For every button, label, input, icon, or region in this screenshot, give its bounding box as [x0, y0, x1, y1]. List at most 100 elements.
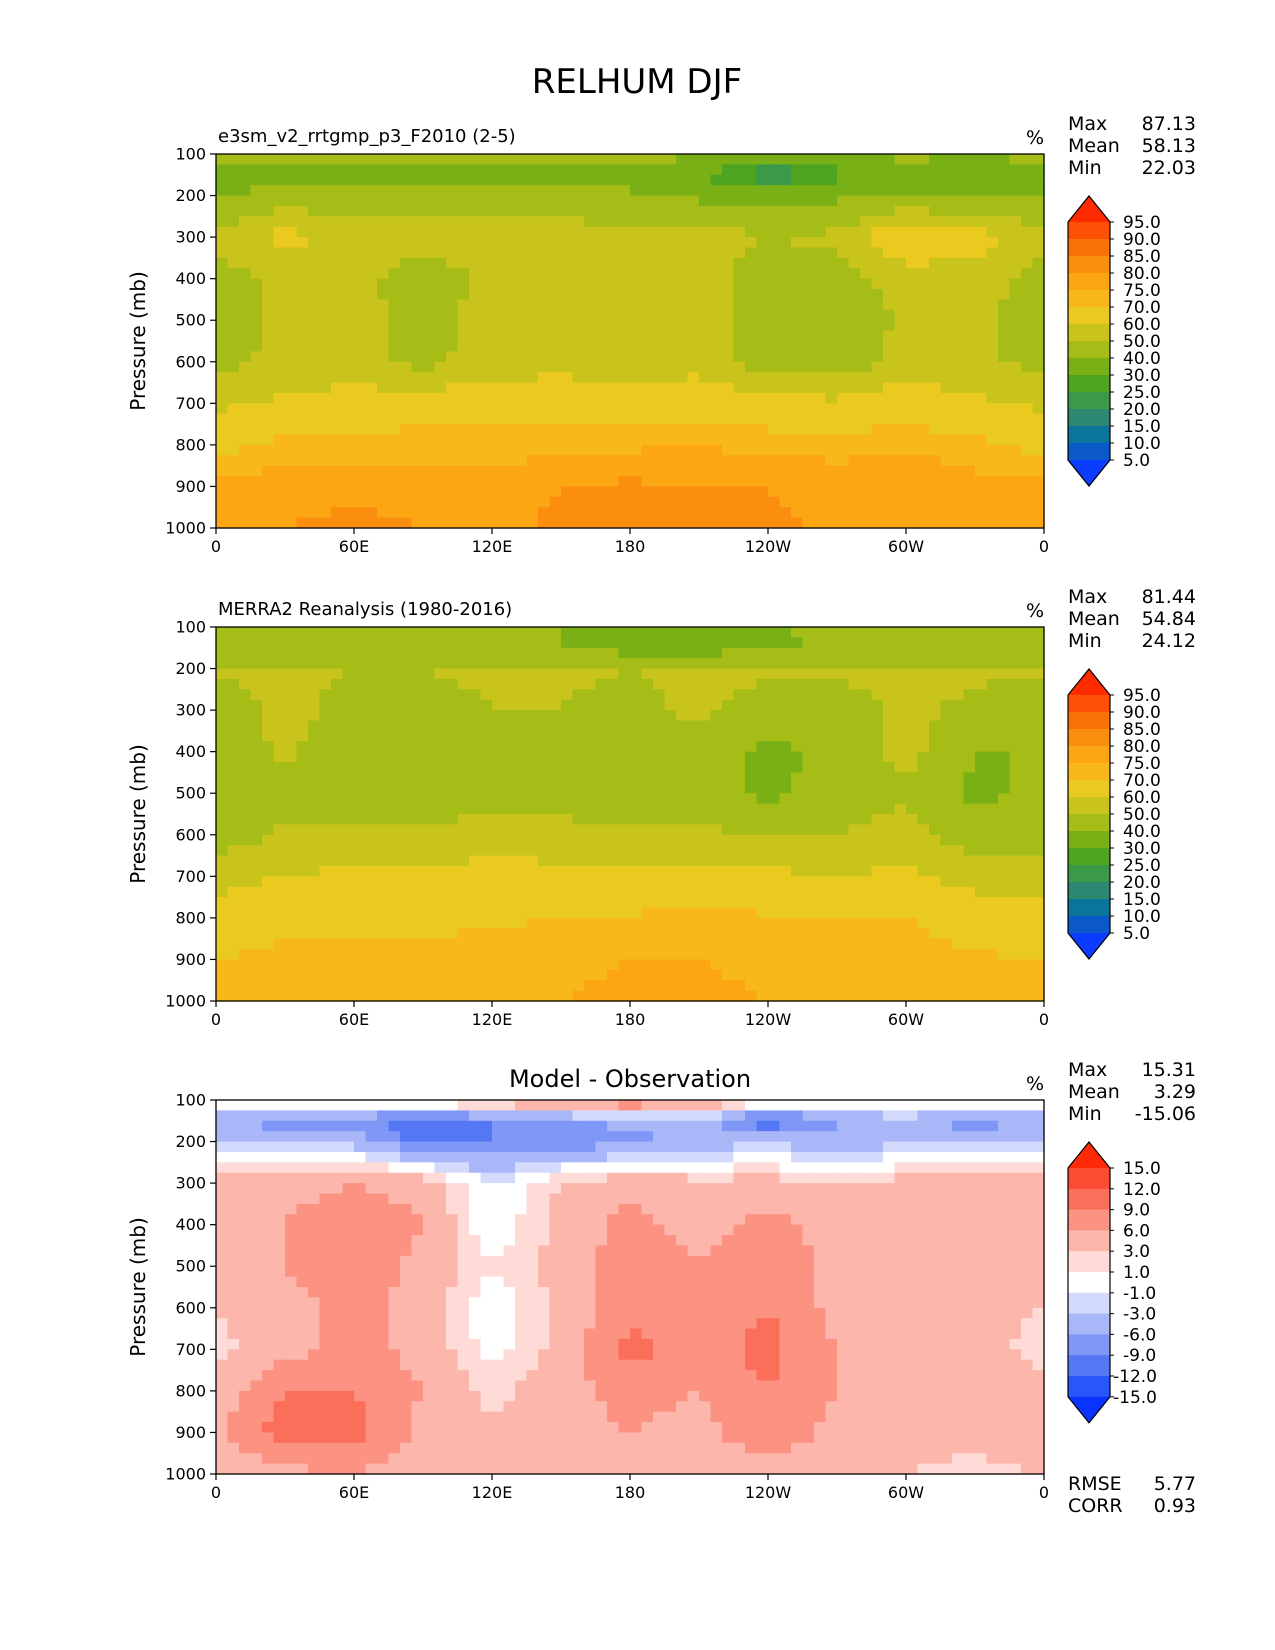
heatmap-cell [1021, 216, 1034, 228]
heatmap-cell [388, 289, 401, 301]
heatmap-cell [710, 455, 723, 467]
heatmap-cell [503, 627, 516, 638]
heatmap-cell [515, 257, 528, 269]
heatmap-cell [917, 886, 930, 898]
heatmap-cell [250, 772, 263, 784]
heatmap-cell [630, 382, 643, 394]
heatmap-cell [595, 351, 608, 363]
heatmap-cell [216, 658, 229, 670]
heatmap-cell [227, 299, 240, 311]
heatmap-cell [687, 834, 700, 846]
heatmap-cell [733, 465, 746, 477]
heatmap-cell [848, 424, 861, 436]
heatmap-cell [676, 865, 689, 877]
heatmap-cell [975, 278, 988, 290]
heatmap-cell [871, 814, 884, 825]
heatmap-cell [595, 678, 608, 690]
heatmap-cell [653, 678, 666, 690]
heatmap-cell [561, 834, 574, 846]
heatmap-cell [239, 174, 252, 186]
heatmap-cell [722, 476, 735, 488]
heatmap-cell [779, 341, 792, 352]
heatmap-cell [641, 917, 654, 929]
heatmap-cell [825, 455, 838, 467]
heatmap-cell [791, 762, 804, 774]
heatmap-cell [561, 772, 574, 784]
heatmap-cell [917, 507, 930, 519]
heatmap-cell [871, 330, 884, 342]
heatmap-cell [457, 741, 470, 753]
heatmap-cell [595, 268, 608, 280]
heatmap-cell [434, 824, 447, 836]
heatmap-cell [676, 751, 689, 763]
heatmap-cell [940, 897, 953, 909]
heatmap-cell [285, 465, 298, 477]
heatmap-cell [618, 247, 631, 259]
heatmap-cell [768, 226, 781, 238]
heatmap-cell [814, 372, 827, 384]
heatmap-cell [917, 949, 930, 961]
heatmap-cell [607, 226, 620, 238]
heatmap-cell [227, 507, 240, 519]
heatmap-cell [365, 247, 378, 259]
heatmap-cell [699, 507, 712, 519]
heatmap-cell [791, 782, 804, 794]
heatmap-cell [687, 372, 700, 384]
heatmap-cell [607, 361, 620, 373]
heatmap-cell [917, 741, 930, 753]
heatmap-cell [492, 351, 505, 363]
heatmap-cell [331, 257, 344, 269]
heatmap-cell [722, 782, 735, 794]
heatmap-cell [342, 637, 355, 649]
heatmap-cell [906, 741, 919, 753]
heatmap-cell [250, 689, 263, 701]
heatmap-cell [480, 465, 493, 477]
heatmap-cell [526, 876, 539, 888]
heatmap-cell [561, 741, 574, 753]
heatmap-cell [791, 330, 804, 342]
heatmap-cell [745, 793, 758, 805]
heatmap-cell [618, 361, 631, 373]
heatmap-cell [549, 330, 562, 342]
heatmap-cell [710, 361, 723, 373]
heatmap-cell [1032, 476, 1045, 488]
heatmap-cell [607, 507, 620, 519]
heatmap-cell [1032, 330, 1045, 342]
heatmap-cell [664, 320, 677, 332]
heatmap-cell [561, 205, 574, 217]
heatmap-cell [549, 658, 562, 670]
heatmap-cell [883, 403, 896, 415]
heatmap-cell [538, 647, 551, 659]
heatmap-cell [515, 647, 528, 659]
heatmap-cell [227, 403, 240, 415]
heatmap-cell [676, 444, 689, 456]
heatmap-cell [687, 289, 700, 301]
heatmap-cell [664, 154, 677, 165]
heatmap-cell [710, 424, 723, 436]
heatmap-cell [802, 361, 815, 373]
heatmap-cell [595, 637, 608, 649]
heatmap-cell [883, 668, 896, 680]
heatmap-cell [779, 507, 792, 519]
heatmap-cell [319, 413, 332, 425]
heatmap-cell [549, 897, 562, 909]
heatmap-cell [423, 814, 436, 825]
heatmap-cell [630, 627, 643, 638]
heatmap-cell [917, 154, 930, 165]
heatmap-cell [733, 782, 746, 794]
heatmap-cell [365, 907, 378, 919]
heatmap-cell [285, 476, 298, 488]
heatmap-cell [319, 205, 332, 217]
heatmap-cell [1009, 938, 1022, 950]
heatmap-cell [388, 195, 401, 207]
heatmap-cell [929, 361, 942, 373]
heatmap-cell [940, 876, 953, 888]
heatmap-cell [331, 382, 344, 394]
heatmap-cell [952, 855, 965, 867]
heatmap-cell [239, 434, 252, 446]
heatmap-cell [365, 237, 378, 249]
heatmap-cell [952, 496, 965, 508]
heatmap-cell [963, 658, 976, 670]
heatmap-cell [457, 689, 470, 701]
heatmap-cell [848, 247, 861, 259]
